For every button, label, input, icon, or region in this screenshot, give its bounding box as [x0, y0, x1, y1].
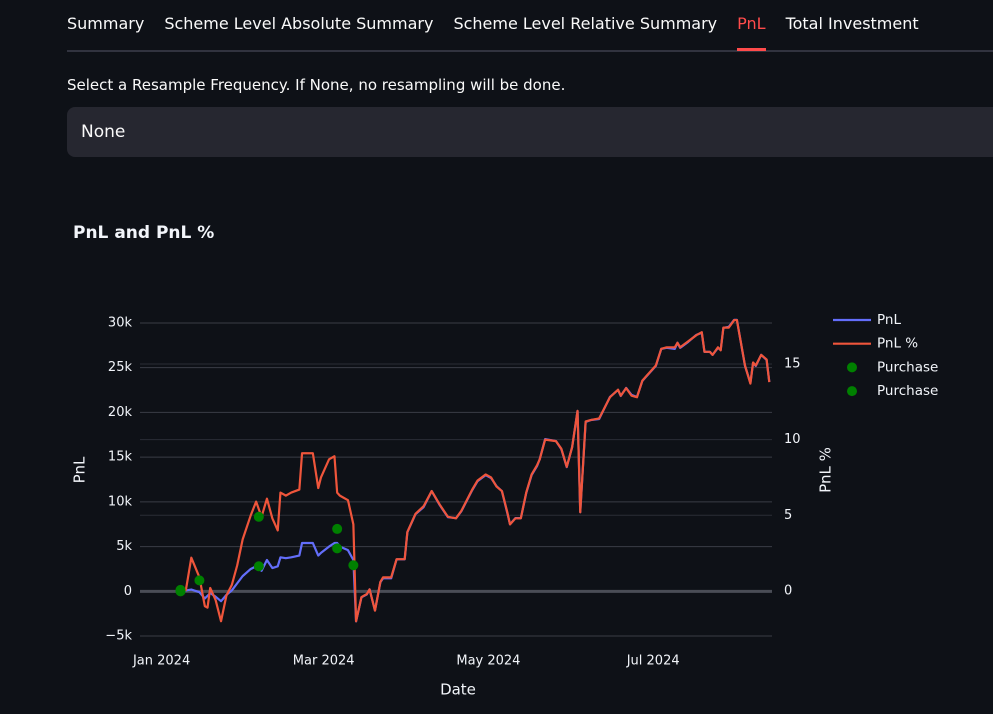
y-tick-label: −5k — [105, 629, 132, 644]
purchase-marker — [332, 543, 343, 554]
purchase-marker — [175, 584, 186, 595]
legend-label: PnL % — [877, 336, 918, 352]
purchase-marker — [348, 560, 359, 571]
y-tick-label: 20k — [108, 405, 133, 420]
x-tick-label: Jul 2024 — [626, 654, 680, 669]
legend-label: PnL — [877, 312, 901, 328]
tab[interactable]: PnL — [737, 0, 766, 51]
y2-tick-label: 15 — [784, 356, 801, 371]
purchase-marker — [253, 511, 264, 522]
legend-marker — [847, 362, 857, 373]
chart-title: PnL and PnL % — [73, 223, 214, 243]
series-line — [180, 318, 771, 623]
tab[interactable]: Scheme Level Relative Summary — [453, 14, 718, 33]
x-tick-label: Jan 2024 — [132, 654, 190, 669]
tab[interactable]: Scheme Level Absolute Summary — [164, 14, 434, 33]
y-tick-label: 5k — [116, 539, 132, 554]
purchase-marker — [332, 523, 343, 534]
select-label: Select a Resample Frequency. If None, no… — [67, 76, 566, 94]
y-tick-label: 15k — [108, 450, 133, 465]
y-tick-label: 0 — [124, 584, 132, 599]
y-axis-title: PnL — [71, 456, 89, 483]
x-tick-label: May 2024 — [456, 654, 520, 669]
legend-marker — [847, 386, 857, 397]
tab-bar: Summary Scheme Level Absolute Summary Sche… — [67, 0, 993, 52]
y-tick-label: 30k — [108, 315, 133, 330]
y2-tick-label: 10 — [784, 432, 801, 447]
purchase-marker — [253, 561, 264, 572]
purchase-marker — [194, 575, 205, 586]
y2-tick-label: 0 — [784, 583, 792, 598]
y2-axis-title: PnL % — [817, 447, 835, 493]
y-tick-label: 25k — [108, 360, 133, 375]
tab[interactable]: Summary — [67, 14, 145, 33]
x-tick-label: Mar 2024 — [293, 654, 355, 669]
legend-label: Purchase — [877, 359, 938, 375]
x-axis-title: Date — [440, 681, 476, 699]
y2-tick-label: 5 — [784, 508, 792, 523]
select-box[interactable]: None — [67, 107, 993, 157]
legend-label: Purchase — [877, 383, 938, 399]
series-line — [180, 318, 771, 623]
tab[interactable]: Total Investment — [785, 14, 919, 33]
y-tick-label: 10k — [108, 494, 133, 509]
